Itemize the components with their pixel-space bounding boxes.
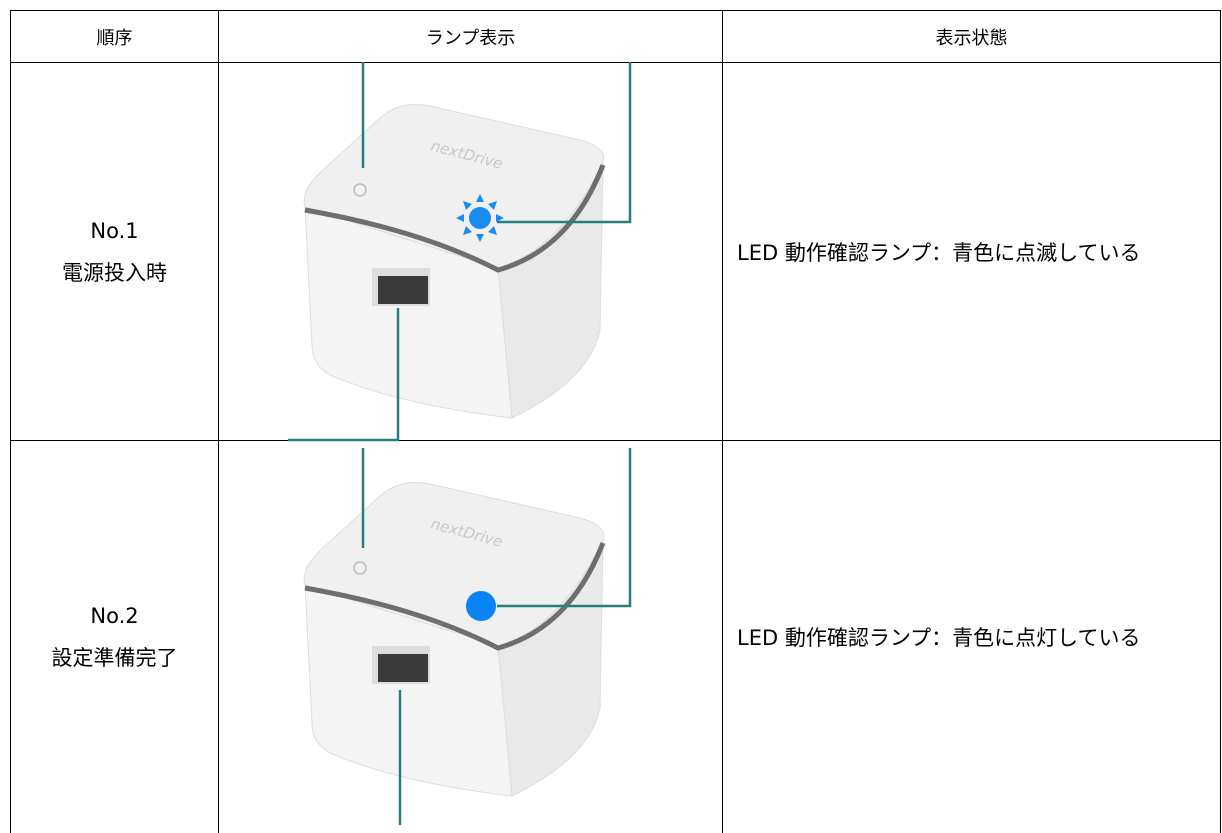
status: LED 動作確認ランプ：青色に点灯している — [723, 441, 1221, 833]
header-cell: ランプ表示 — [219, 11, 723, 63]
status: LED 動作確認ランプ：青色に点滅している — [723, 63, 1221, 441]
phase: 設定準備完了 — [11, 637, 218, 679]
order: No.2 — [11, 595, 218, 637]
image-cell — [219, 63, 723, 441]
header-row: 順序 ランプ表示 表示状態 — [11, 11, 1221, 63]
order: No.1 — [11, 210, 218, 252]
image-cell — [219, 441, 723, 833]
header-cell: 順序 — [11, 11, 219, 63]
header-cell: 表示状態 — [723, 11, 1221, 63]
phase: 電源投入時 — [11, 252, 218, 294]
